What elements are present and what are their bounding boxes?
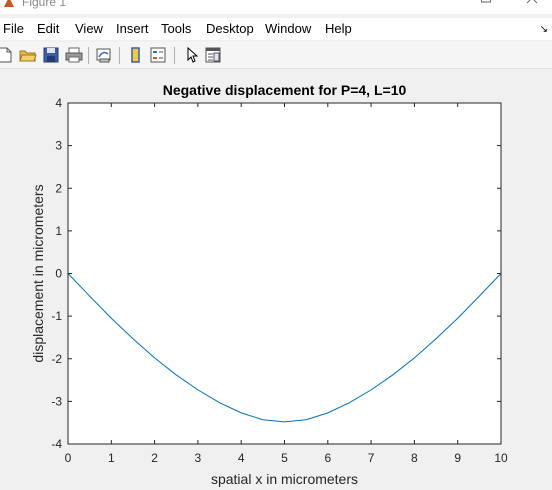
- menu-help[interactable]: Help: [325, 21, 352, 36]
- matlab-figure-icon: [4, 0, 14, 7]
- maximize-icon: [481, 0, 491, 3]
- edit-plot-pointer-icon[interactable]: [183, 46, 201, 64]
- insert-legend-icon[interactable]: [149, 46, 167, 64]
- chart-title: Negative displacement for P=4, L=10: [163, 82, 407, 98]
- print-figure-icon[interactable]: [65, 46, 83, 64]
- menu-dock-arrow-icon[interactable]: ↘: [539, 24, 548, 35]
- axes-background: [68, 103, 501, 444]
- y-tick-label: 1: [55, 224, 62, 238]
- x-tick-label: 7: [368, 451, 375, 465]
- toolbar-separator: [88, 47, 89, 64]
- x-tick-label: 6: [324, 451, 331, 465]
- new-figure-icon[interactable]: [0, 46, 14, 64]
- insert-colorbar-icon[interactable]: [127, 46, 145, 64]
- x-axis-label: spatial x in micrometers: [211, 471, 358, 487]
- y-tick-label: 2: [55, 181, 62, 195]
- y-tick-label: 3: [55, 139, 62, 153]
- x-tick-label: 5: [281, 451, 288, 465]
- x-tick-label: 8: [411, 451, 418, 465]
- y-tick-label: -3: [51, 394, 62, 408]
- menu-view[interactable]: View: [75, 21, 103, 36]
- menu-tools[interactable]: Tools: [161, 21, 192, 36]
- property-inspector-icon[interactable]: [204, 46, 222, 64]
- close-icon: [526, 0, 538, 4]
- save-figure-icon[interactable]: [42, 46, 60, 64]
- axes-box: [67, 102, 502, 445]
- x-tick-label: 0: [65, 451, 72, 465]
- y-tick-label: 4: [55, 96, 62, 110]
- x-tick-label: 9: [454, 451, 461, 465]
- menu-insert[interactable]: Insert: [116, 21, 149, 36]
- plot-series: [67, 273, 502, 423]
- link-plot-icon[interactable]: [95, 46, 113, 64]
- toolbar-separator: [119, 47, 120, 64]
- x-tick-labels: 0 1 2 3 4 5 6 7 8 9 10: [65, 451, 508, 465]
- figure-toolbar: [0, 42, 552, 69]
- maximize-button[interactable]: [471, 0, 501, 12]
- x-tick-label: 3: [195, 451, 202, 465]
- toolbar-separator: [174, 47, 175, 64]
- open-file-icon[interactable]: [19, 46, 37, 64]
- minimize-button[interactable]: [424, 0, 454, 12]
- x-tick-label: 4: [238, 451, 245, 465]
- y-tick-labels: -4 -3 -2 -1 0 1 2 3 4: [51, 96, 62, 451]
- y-tick-label: -2: [51, 352, 62, 366]
- x-tick-label: 1: [108, 451, 115, 465]
- menu-window[interactable]: Window: [265, 21, 312, 36]
- y-tick-label: 0: [55, 267, 62, 281]
- y-axis-label: displacement in micrometers: [30, 184, 46, 362]
- x-tick-label: 2: [151, 451, 158, 465]
- x-tick-label: 10: [494, 451, 508, 465]
- figure-canvas: 0 1 2 3 4 5 6 7 8 9 10 -4 -3 -2 -1 0 1 2 3 4 Negative disp…: [0, 69, 552, 490]
- y-tick-label: -4: [51, 437, 62, 451]
- line-plot: 0 1 2 3 4 5 6 7 8 9 10 -4 -3 -2 -1 0 1 2 3 4 Negative disp…: [30, 82, 508, 487]
- window-title: Figure 1: [22, 0, 67, 9]
- title-bar: Figure 1: [0, 0, 552, 14]
- series-line: [67, 273, 502, 423]
- menu-bar: File Edit View Insert Tools Desktop Wind…: [0, 18, 552, 40]
- minimize-icon: [433, 0, 445, 6]
- menu-desktop[interactable]: Desktop: [206, 21, 254, 36]
- y-tick-label: -1: [51, 309, 62, 323]
- close-button[interactable]: [517, 0, 547, 12]
- menu-edit[interactable]: Edit: [37, 21, 60, 36]
- menu-file[interactable]: File: [3, 21, 24, 36]
